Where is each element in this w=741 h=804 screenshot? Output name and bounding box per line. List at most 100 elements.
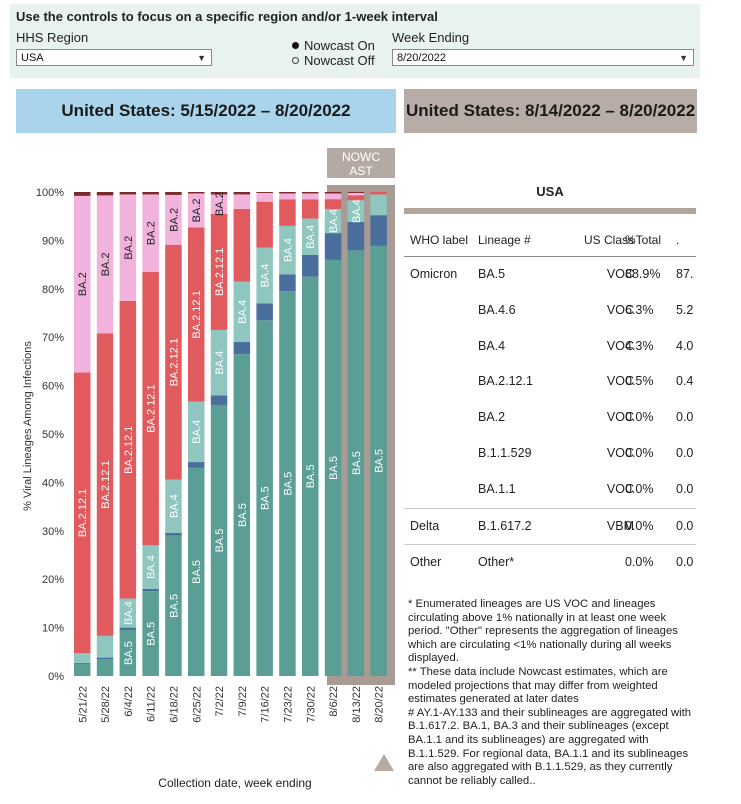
bar-segment-ba-2 — [233, 194, 251, 209]
truncated-column-cell: 0.4 — [676, 374, 694, 389]
bar-segment-ba-4 — [324, 208, 342, 234]
bar-segment-ba-2 — [302, 193, 319, 200]
region-value: USA — [21, 52, 44, 64]
bar-segment-ba-2-12-1 — [256, 201, 273, 248]
bar-label-ba-4: BA.4 — [351, 199, 363, 223]
lineage-cell: BA.5 — [478, 267, 506, 281]
bar-label-ba-2: BA.2 — [214, 192, 226, 216]
bar-segment-ba-5 — [233, 354, 251, 676]
bar-label-ba-5: BA.5 — [351, 451, 363, 475]
percent-total-cell: 6.3% — [625, 302, 654, 317]
bar-segment-ba-5 — [165, 535, 182, 676]
bar-segment-ba-2-12-1 — [142, 271, 159, 546]
lineage-cell: B.1.1.529 — [478, 445, 532, 460]
nowcast-banner: United States: 8/14/2022 – 8/20/2022 NOW… — [404, 89, 697, 133]
bar-label-ba-4: BA.4 — [214, 351, 226, 375]
bar-segment-ba-5 — [324, 259, 342, 676]
truncated-column-cell: 0.0 — [676, 518, 694, 533]
y-tick-label: 80% — [42, 284, 64, 296]
bar-segment-ba-4-6 — [142, 588, 159, 592]
bar-segment-ba-2-12-1 — [188, 227, 205, 402]
period-banner: United States: 5/15/2022 – 8/20/2022 — [16, 89, 396, 133]
bar-label-ba-5: BA.5 — [123, 641, 135, 665]
table-row: Omicron BA.5 VOC 88.9% 87. — [404, 257, 696, 293]
week-dropdown[interactable]: 8/20/2022 ▼ — [392, 49, 694, 66]
bar-label-ba-5: BA.5 — [328, 456, 340, 480]
bar-segment-ba-4 — [142, 545, 159, 589]
bar-label-ba-2: BA.2 — [146, 221, 158, 245]
us-class-cell: VOC — [606, 410, 634, 425]
bar-segment-ba-4-6 — [347, 222, 365, 251]
bar-label-ba-4: BA.4 — [191, 420, 203, 444]
footnote-2: ** These data include Nowcast estimates,… — [408, 665, 668, 706]
bar-segment-ba-5 — [119, 630, 137, 676]
table-header-cell: US Class — [583, 233, 634, 247]
bar-segment-ba-4-6 — [165, 532, 182, 536]
bar-segment-ba-4 — [347, 200, 365, 223]
bar-segment-ba-4 — [302, 218, 319, 255]
bar-segment-ba-2-12-1 — [347, 195, 365, 201]
table-header-cell: . — [676, 233, 680, 247]
bar-label-ba-2: BA.2 — [123, 236, 135, 260]
bar-segment-ba-5 — [210, 404, 228, 676]
bar-segment-ba-4-6 — [324, 233, 342, 260]
expand-triangle-icon[interactable] — [374, 754, 394, 771]
percent-total-cell: 0.0% — [625, 518, 654, 533]
bar-segment-ba-2 — [188, 193, 205, 228]
bar-segment-other — [210, 192, 228, 195]
bar-segment-ba-4-6 — [233, 342, 251, 355]
truncated-column-cell: 4.0 — [676, 338, 694, 353]
lineage-table: WHO label Lineage # US Class %Total. Omicron… — [404, 226, 696, 580]
bar-segment-ba-2-12-1 — [324, 199, 342, 209]
bar-segment-other — [165, 192, 182, 195]
bar-segment-ba-2 — [96, 195, 114, 334]
bar-label-ba-2: BA.2 — [191, 198, 203, 222]
bar-segment-ba-4-6 — [74, 662, 91, 664]
nowcast-on-label: Nowcast On — [304, 38, 375, 53]
table-row: BA.1.1 VOC 0.0% 0.0 — [404, 472, 696, 509]
bar-segment-ba-4-6 — [96, 657, 114, 660]
bar-label-ba-2-12-1: BA.2.12.1 — [123, 426, 135, 474]
who-label-cell: Delta — [410, 518, 440, 533]
footnote-3: # AY.1-AY.133 and their sublineages are … — [408, 706, 692, 787]
bar-segment-ba-4-6 — [188, 462, 205, 468]
bar-segment-ba-4 — [96, 635, 114, 658]
bar-segment-ba-5 — [279, 291, 296, 676]
bar-segment-ba-2-12-1 — [96, 333, 114, 636]
bar-segment-other — [74, 192, 91, 196]
bar-segment-ba-4 — [188, 401, 205, 463]
bar-segment-other — [347, 192, 365, 193]
percent-total-cell: 0.0% — [625, 555, 654, 570]
week-label: Week Ending — [392, 30, 470, 45]
bar-segment-ba-2 — [324, 193, 342, 200]
bar-label-ba-2-12-1: BA.2.12.1 — [77, 489, 89, 537]
bar-segment-ba-2-12-1 — [279, 199, 296, 226]
bar-segment-ba-4-6 — [119, 627, 137, 631]
region-label: HHS Region — [16, 30, 89, 45]
bar-label-ba-4: BA.4 — [237, 300, 249, 324]
us-class-cell: VOC — [606, 374, 634, 389]
bar-segment-ba-4 — [165, 479, 182, 533]
us-class-cell: VOC — [606, 267, 634, 281]
bar-segment-ba-4 — [370, 194, 387, 216]
bar-segment-ba-5 — [188, 467, 205, 676]
bar-segment-ba-4 — [74, 653, 91, 663]
bar-segment-ba-2-12-1 — [119, 300, 137, 599]
chevron-down-icon: ▼ — [679, 53, 688, 63]
controls-title: Use the controls to focus on a specific … — [16, 9, 438, 24]
x-tick-label: 5/28/22 — [100, 686, 112, 723]
bar-segment-ba-4-6 — [279, 274, 296, 292]
bar-segment-ba-5 — [370, 245, 387, 676]
y-tick-label: 90% — [42, 235, 64, 247]
lineage-cell: BA.4.6 — [478, 302, 516, 317]
bar-segment-other — [324, 192, 342, 194]
bar-label-ba-2-12-1: BA.2.12.1 — [191, 290, 203, 338]
nowcast-off-radio[interactable]: Nowcast Off — [292, 53, 375, 68]
percent-total-cell: 0.0% — [625, 445, 654, 460]
bar-segment-other — [302, 192, 319, 194]
region-dropdown[interactable]: USA ▼ — [16, 49, 212, 66]
bar-segment-ba-4 — [210, 329, 228, 396]
bar-segment-ba-4 — [256, 247, 273, 304]
nowcast-on-radio[interactable]: Nowcast On — [292, 38, 375, 53]
bar-label-ba-4: BA.4 — [123, 601, 135, 625]
